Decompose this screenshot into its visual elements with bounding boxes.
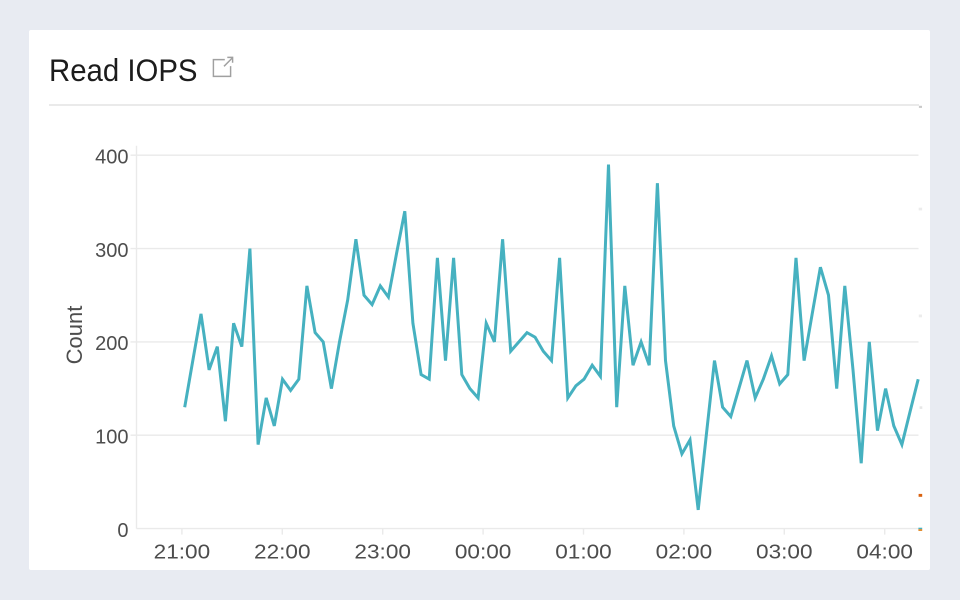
svg-text:22:00: 22:00 bbox=[254, 542, 311, 564]
svg-text:02:00: 02:00 bbox=[656, 542, 713, 564]
svg-text:0: 0 bbox=[117, 520, 128, 542]
svg-text:Read IOPS: Read IOPS bbox=[49, 52, 198, 88]
svg-text:200: 200 bbox=[95, 333, 128, 355]
svg-text:03:00: 03:00 bbox=[756, 542, 813, 564]
svg-text:Count: Count bbox=[62, 306, 87, 365]
svg-text:01:00: 01:00 bbox=[555, 542, 612, 564]
svg-text:100: 100 bbox=[95, 426, 128, 448]
svg-text:400: 400 bbox=[95, 146, 128, 168]
svg-text:300: 300 bbox=[95, 240, 128, 262]
svg-text:23:00: 23:00 bbox=[354, 542, 411, 564]
svg-text:00:00: 00:00 bbox=[455, 542, 512, 564]
svg-text:21:00: 21:00 bbox=[154, 542, 211, 564]
svg-text:04:00: 04:00 bbox=[856, 542, 913, 564]
